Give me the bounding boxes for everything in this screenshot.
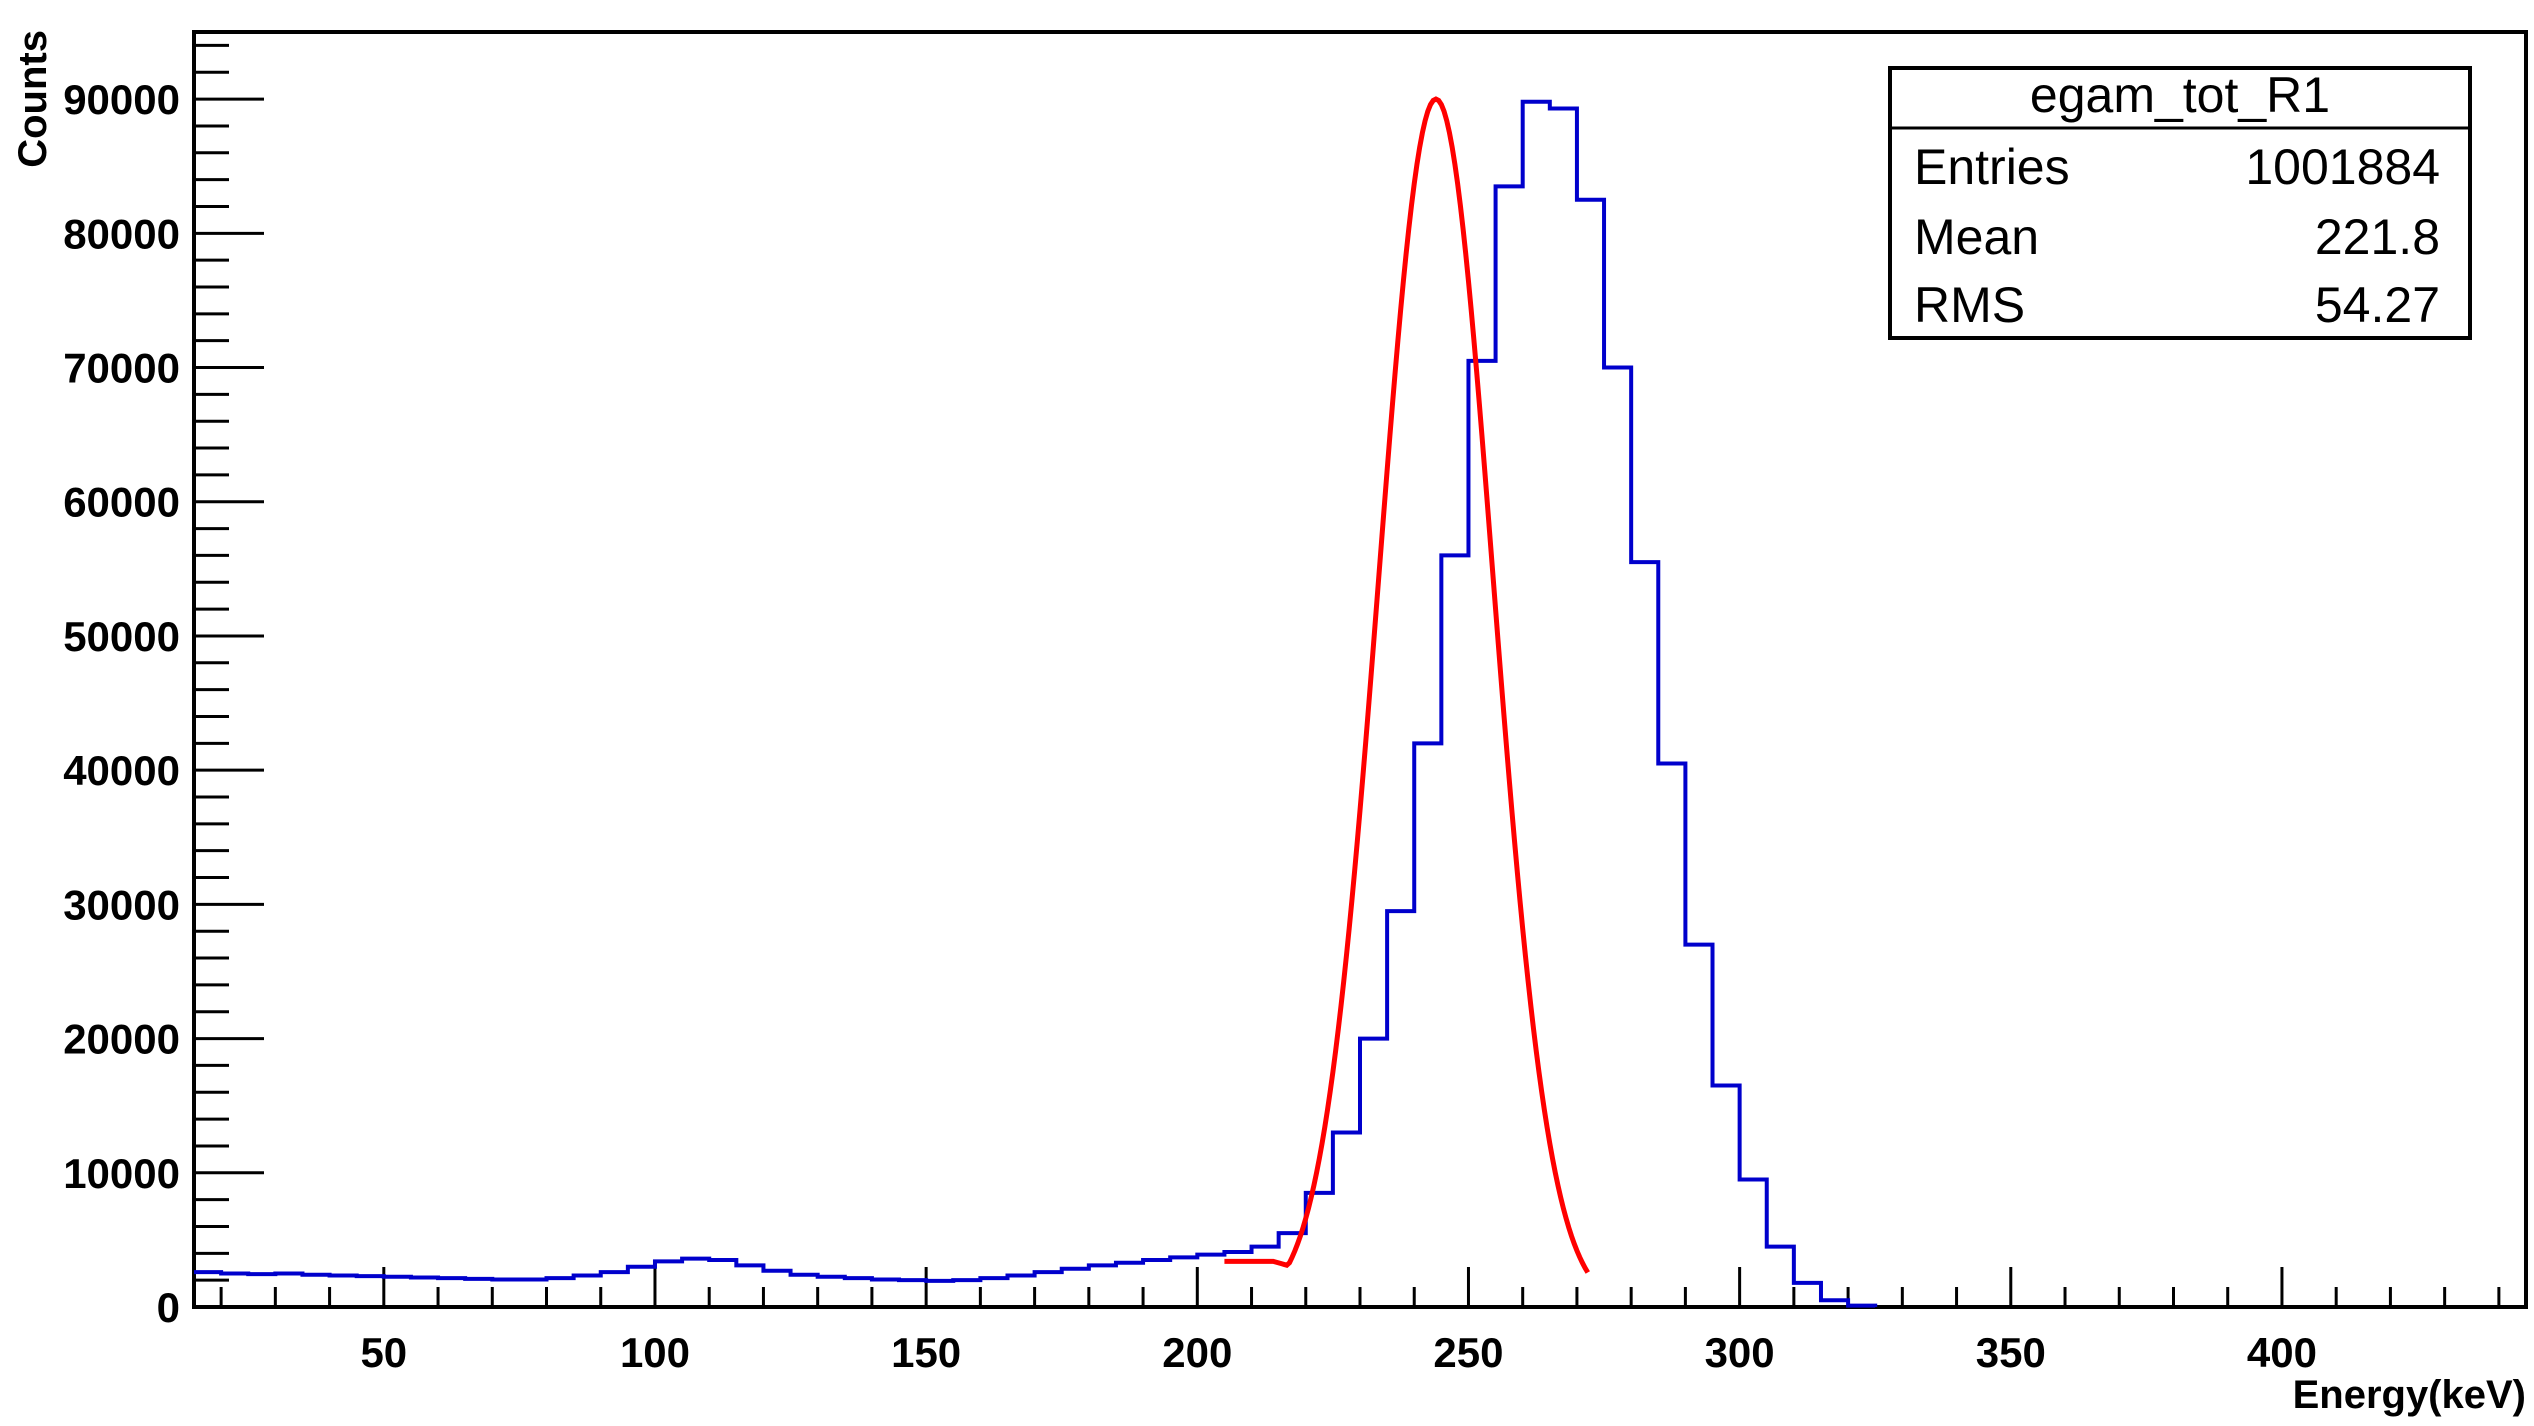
y-tick-label: 40000 [63, 747, 180, 794]
x-tick-label: 400 [2247, 1329, 2317, 1376]
stats-mean-value: 221.8 [2315, 209, 2440, 265]
stats-entries-value: 1001884 [2245, 139, 2440, 195]
y-axis-title: Counts [11, 30, 55, 168]
y-tick-label: 50000 [63, 613, 180, 660]
histogram-series [194, 99, 1878, 1308]
stats-rms-value: 54.27 [2315, 277, 2440, 333]
stats-entries-label: Entries [1914, 139, 2070, 195]
y-tick-label: 80000 [63, 210, 180, 257]
stats-mean-label: Mean [1914, 209, 2039, 265]
x-tick-label: 250 [1433, 1329, 1503, 1376]
y-tick-label: 60000 [63, 479, 180, 526]
x-tick-label: 200 [1162, 1329, 1232, 1376]
x-tick-label: 100 [620, 1329, 690, 1376]
x-tick-label: 150 [891, 1329, 961, 1376]
x-tick-label: 350 [1976, 1329, 2046, 1376]
y-tick-label: 10000 [63, 1150, 180, 1197]
y-tick-label: 70000 [63, 345, 180, 392]
stats-box-title: egam_tot_R1 [2030, 67, 2330, 123]
stats-rms-label: RMS [1914, 277, 2025, 333]
stats-box-frame [1888, 66, 2472, 340]
y-tick-label: 30000 [63, 881, 180, 928]
y-tick-label: 0 [157, 1284, 180, 1331]
gaussian-fit-series [1224, 96, 1590, 1274]
y-tick-label: 90000 [63, 76, 180, 123]
x-axis-title: Energy(keV) [2293, 1373, 2526, 1417]
x-tick-label: 300 [1705, 1329, 1775, 1376]
x-tick-label: 50 [360, 1329, 407, 1376]
y-tick-label: 20000 [63, 1016, 180, 1063]
stats-box: egam_tot_R1 Entries 1001884 Mean 221.8 R… [1888, 66, 2472, 340]
